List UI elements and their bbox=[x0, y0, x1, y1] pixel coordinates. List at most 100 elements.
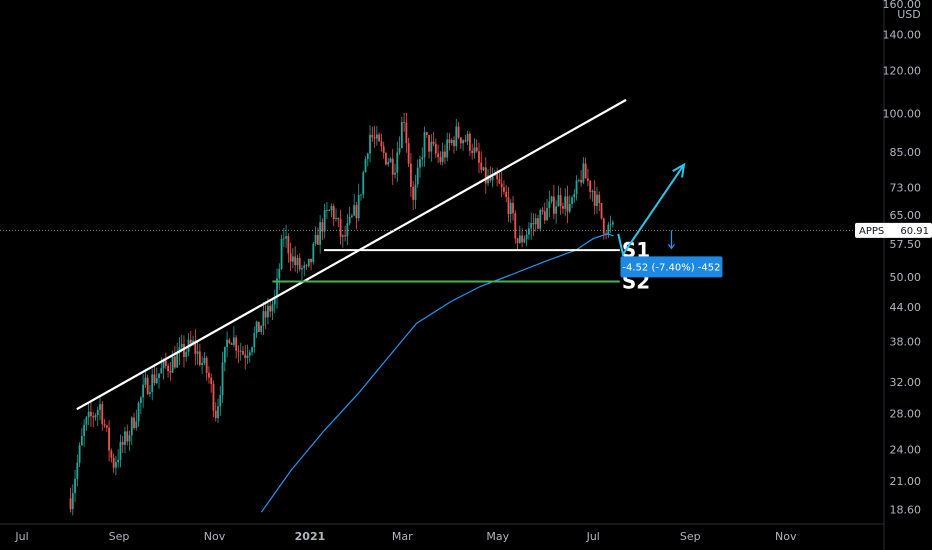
candle-body bbox=[484, 167, 487, 184]
candle-body bbox=[124, 431, 126, 445]
currency-label: USD bbox=[897, 8, 921, 21]
candle-body bbox=[521, 235, 523, 243]
candle-body bbox=[71, 493, 74, 510]
candle-body bbox=[339, 219, 342, 237]
candle-body bbox=[169, 371, 172, 373]
candle-body bbox=[319, 222, 322, 245]
candle-body bbox=[219, 394, 222, 407]
candle-body bbox=[453, 140, 455, 147]
candle-body bbox=[276, 278, 278, 297]
candle-body bbox=[385, 152, 387, 165]
price-tick-label: 160.00 bbox=[883, 0, 922, 11]
candle-body bbox=[464, 140, 467, 142]
candle-body bbox=[475, 147, 478, 152]
price-tick-label: 120.00 bbox=[883, 65, 922, 78]
candle-body bbox=[457, 126, 460, 138]
candle-body bbox=[489, 175, 492, 181]
candle-body bbox=[87, 411, 90, 418]
candle-body bbox=[110, 450, 113, 458]
candle-body bbox=[83, 424, 86, 436]
time-tick-label: Nov bbox=[204, 530, 226, 543]
candle-body bbox=[80, 435, 83, 446]
candle-body bbox=[273, 296, 276, 305]
candle-body bbox=[244, 354, 247, 359]
candle-body bbox=[119, 441, 122, 460]
candle-body bbox=[90, 411, 92, 417]
candle-body bbox=[321, 222, 324, 232]
candle-body bbox=[582, 163, 585, 183]
candle-body bbox=[271, 304, 274, 312]
candle-body bbox=[115, 462, 117, 468]
price-tick-label: 50.00 bbox=[890, 271, 922, 284]
candle-body bbox=[94, 415, 97, 418]
candle-body bbox=[112, 457, 115, 468]
candle-body bbox=[602, 218, 605, 234]
price-tick-label: 73.00 bbox=[890, 182, 922, 195]
candle-body bbox=[577, 179, 580, 181]
trend-line[interactable] bbox=[76, 98, 627, 411]
candle-body bbox=[425, 132, 428, 136]
candles-layer bbox=[69, 112, 614, 516]
candle-body bbox=[292, 256, 294, 262]
candle-body bbox=[180, 343, 183, 348]
candle-body bbox=[237, 350, 240, 352]
candle-body bbox=[591, 190, 594, 192]
candle-body bbox=[459, 137, 462, 144]
candle-body bbox=[137, 403, 140, 422]
candle-body bbox=[78, 445, 81, 463]
candle-body bbox=[253, 333, 256, 348]
candle-body bbox=[446, 139, 449, 158]
candle-body bbox=[328, 210, 331, 212]
candle-body bbox=[516, 238, 519, 244]
candle-body bbox=[155, 377, 158, 383]
candle-body bbox=[430, 141, 433, 152]
price-axis[interactable]: 140.00 120.00 100.00 85.00 73.00 65.00 57.50 50… bbox=[883, 0, 922, 517]
candle-body bbox=[389, 158, 392, 163]
candle-body bbox=[375, 134, 378, 139]
candle-body bbox=[346, 223, 349, 237]
candle-body bbox=[310, 258, 312, 263]
candle-body bbox=[171, 356, 174, 373]
price-tick-label: 21.00 bbox=[890, 475, 922, 488]
candle-body bbox=[101, 404, 104, 425]
candle-body bbox=[74, 478, 76, 494]
candle-body bbox=[296, 258, 299, 266]
candle-body bbox=[396, 152, 399, 173]
candle-body bbox=[351, 215, 353, 217]
candle-body bbox=[382, 146, 385, 153]
candle-body bbox=[496, 173, 499, 180]
last-price-tag-value: 60.91 bbox=[900, 226, 929, 237]
candle-body bbox=[269, 305, 272, 312]
candle-body bbox=[525, 234, 528, 239]
candle-body bbox=[160, 368, 163, 374]
candle-body bbox=[423, 132, 426, 158]
candle-body bbox=[289, 253, 292, 262]
candle-body bbox=[546, 208, 548, 221]
candle-body bbox=[514, 213, 517, 239]
candle-body bbox=[439, 157, 442, 162]
projection-arrow[interactable] bbox=[617, 164, 685, 257]
price-tick-label: 85.00 bbox=[890, 146, 922, 159]
measure-tool[interactable]: -4.52 (-7.40%) -452 bbox=[620, 230, 723, 278]
candle-body bbox=[242, 350, 244, 355]
candle-body bbox=[144, 377, 147, 385]
candle-body bbox=[262, 311, 265, 326]
time-axis[interactable]: Jul Sep Nov 2021 Mar May Jul Sep Nov bbox=[14, 530, 797, 543]
time-tick-label: Jul bbox=[586, 530, 600, 543]
candle-body bbox=[294, 256, 297, 266]
candle-body bbox=[357, 195, 360, 219]
candle-body bbox=[99, 404, 101, 410]
candle-body bbox=[233, 337, 235, 345]
candle-body bbox=[598, 194, 601, 204]
candle-body bbox=[153, 374, 156, 383]
candle-body bbox=[251, 347, 253, 353]
candle-body bbox=[407, 143, 410, 164]
candle-body bbox=[518, 235, 521, 244]
candle-body bbox=[607, 224, 610, 236]
candle-body bbox=[260, 325, 263, 333]
time-tick-label: 2021 bbox=[295, 530, 326, 543]
price-tick-label: 57.50 bbox=[890, 238, 922, 251]
candle-body bbox=[162, 360, 165, 369]
